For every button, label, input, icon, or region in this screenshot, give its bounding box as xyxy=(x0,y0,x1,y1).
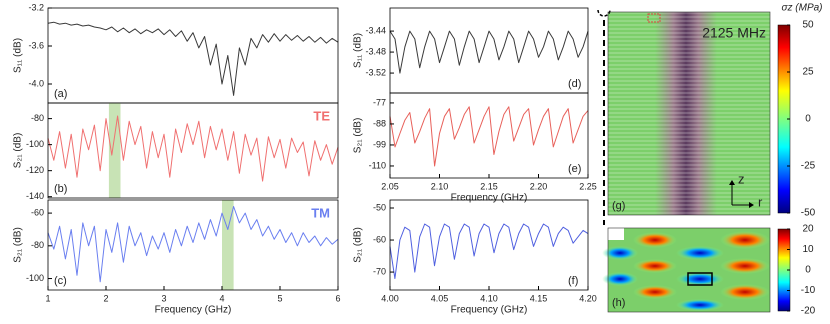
y-tick-label: -100 xyxy=(26,273,44,283)
series-annotation: TE xyxy=(313,108,330,123)
plot-frame xyxy=(389,7,589,94)
y-tick-label: -3.48 xyxy=(365,46,386,56)
x-tick-label: 3 xyxy=(161,293,166,303)
colorbar-tick-label: -10 xyxy=(801,285,816,296)
y-tick-label: -3.52 xyxy=(365,67,386,77)
field-map-g xyxy=(597,9,770,225)
colorbar-tick-label: 0 xyxy=(805,114,811,125)
y-tick-label: -120 xyxy=(26,165,44,175)
colorbar-tick-label: -50 xyxy=(801,208,816,219)
colorbar-tick-label: -20 xyxy=(801,306,816,317)
panel-label: (a) xyxy=(54,88,67,100)
panel-label: (c) xyxy=(54,275,67,287)
x-tick-label: 4.10 xyxy=(480,293,498,303)
y-tick-label: -4.0 xyxy=(28,78,44,88)
y-axis-label: S₂₁ (dB) xyxy=(13,227,24,263)
colorbar-tick-label: 10 xyxy=(802,244,814,255)
y-axis-label: S₂₁ (dB) xyxy=(353,227,364,263)
field-map-h xyxy=(602,228,770,312)
y-tick-label: -110 xyxy=(369,160,386,170)
x-tick-label: 2.05 xyxy=(381,181,399,191)
series-annotation: TM xyxy=(311,205,330,220)
x-tick-label: 1 xyxy=(45,293,50,303)
plot-frame xyxy=(389,92,589,179)
x-tick-label: 5 xyxy=(277,293,282,303)
y-tick-label: -60 xyxy=(373,234,386,244)
y-axis-label: S₂₁ (dB) xyxy=(13,133,24,169)
axis-arrow-label: z xyxy=(738,171,745,186)
panel-label: (g) xyxy=(612,200,625,212)
panel-label: (b) xyxy=(54,183,67,195)
image-frame xyxy=(607,11,771,216)
colorbar-tick-label: -25 xyxy=(801,161,816,172)
image-frame xyxy=(607,227,771,313)
y-tick-label: -60 xyxy=(31,207,44,217)
x-tick-label: 2.25 xyxy=(579,181,597,191)
y-tick-label: -50 xyxy=(373,202,386,212)
plot-frame xyxy=(47,7,339,104)
data-line xyxy=(389,30,589,74)
y-tick-label: -140 xyxy=(26,191,44,201)
x-tick-label: 2.20 xyxy=(530,181,548,191)
y-tick-label: -3.44 xyxy=(365,25,386,35)
highlight-band xyxy=(108,103,121,198)
y-tick-label: -80 xyxy=(31,240,44,250)
plot-frame xyxy=(47,199,339,291)
y-tick-label: -70 xyxy=(373,266,386,276)
x-axis-label: Frequency (GHz) xyxy=(451,305,528,316)
x-tick-label: 6 xyxy=(335,293,340,303)
colorbar-label: σz (MPa) xyxy=(781,3,822,14)
x-tick-label: 2.10 xyxy=(431,181,449,191)
x-tick-label: 4.00 xyxy=(381,293,399,303)
data-line xyxy=(389,106,589,167)
x-tick-label: 4 xyxy=(219,293,224,303)
panel-label: (h) xyxy=(612,297,625,309)
y-tick-label: -99 xyxy=(373,139,386,149)
y-tick-label: -88 xyxy=(373,118,386,128)
y-axis-label: S₁₁ (dB) xyxy=(353,33,364,68)
colorbar-tick-label: 0 xyxy=(805,265,811,276)
colorbar-tick-label: 25 xyxy=(802,67,814,78)
frequency-annotation: 2125 MHz xyxy=(702,25,766,41)
data-line xyxy=(389,223,589,279)
x-tick-label: 4.05 xyxy=(431,293,449,303)
x-tick-label: 2.15 xyxy=(480,181,498,191)
x-tick-label: 2 xyxy=(103,293,108,303)
x-tick-label: 4.15 xyxy=(530,293,548,303)
x-axis-label: Frequency (GHz) xyxy=(155,305,232,316)
colorbar-tick-label: 20 xyxy=(802,224,814,235)
plot-frame xyxy=(389,199,589,291)
y-tick-label: -80 xyxy=(31,113,44,123)
data-line xyxy=(47,115,339,182)
colorbar-tick-label: 50 xyxy=(802,20,814,31)
panel-label: (f) xyxy=(568,275,578,287)
highlight-band xyxy=(222,200,234,290)
y-tick-label: -77 xyxy=(373,97,386,107)
data-line xyxy=(47,206,339,283)
panel-label: (d) xyxy=(568,78,581,90)
data-line xyxy=(47,21,339,96)
plot-frame xyxy=(47,102,339,199)
y-tick-label: -3.6 xyxy=(28,40,44,50)
y-axis-label: S₁₁ (dB) xyxy=(13,38,24,73)
y-axis-label: S₂₁ (dB) xyxy=(353,118,364,154)
x-axis-label: Frequency (GHz) xyxy=(451,193,528,204)
y-tick-label: -3.2 xyxy=(28,2,44,12)
panel-label: (e) xyxy=(568,163,581,175)
y-tick-label: -100 xyxy=(26,139,44,149)
axis-arrow-label: r xyxy=(758,194,763,209)
x-tick-label: 4.20 xyxy=(579,293,597,303)
